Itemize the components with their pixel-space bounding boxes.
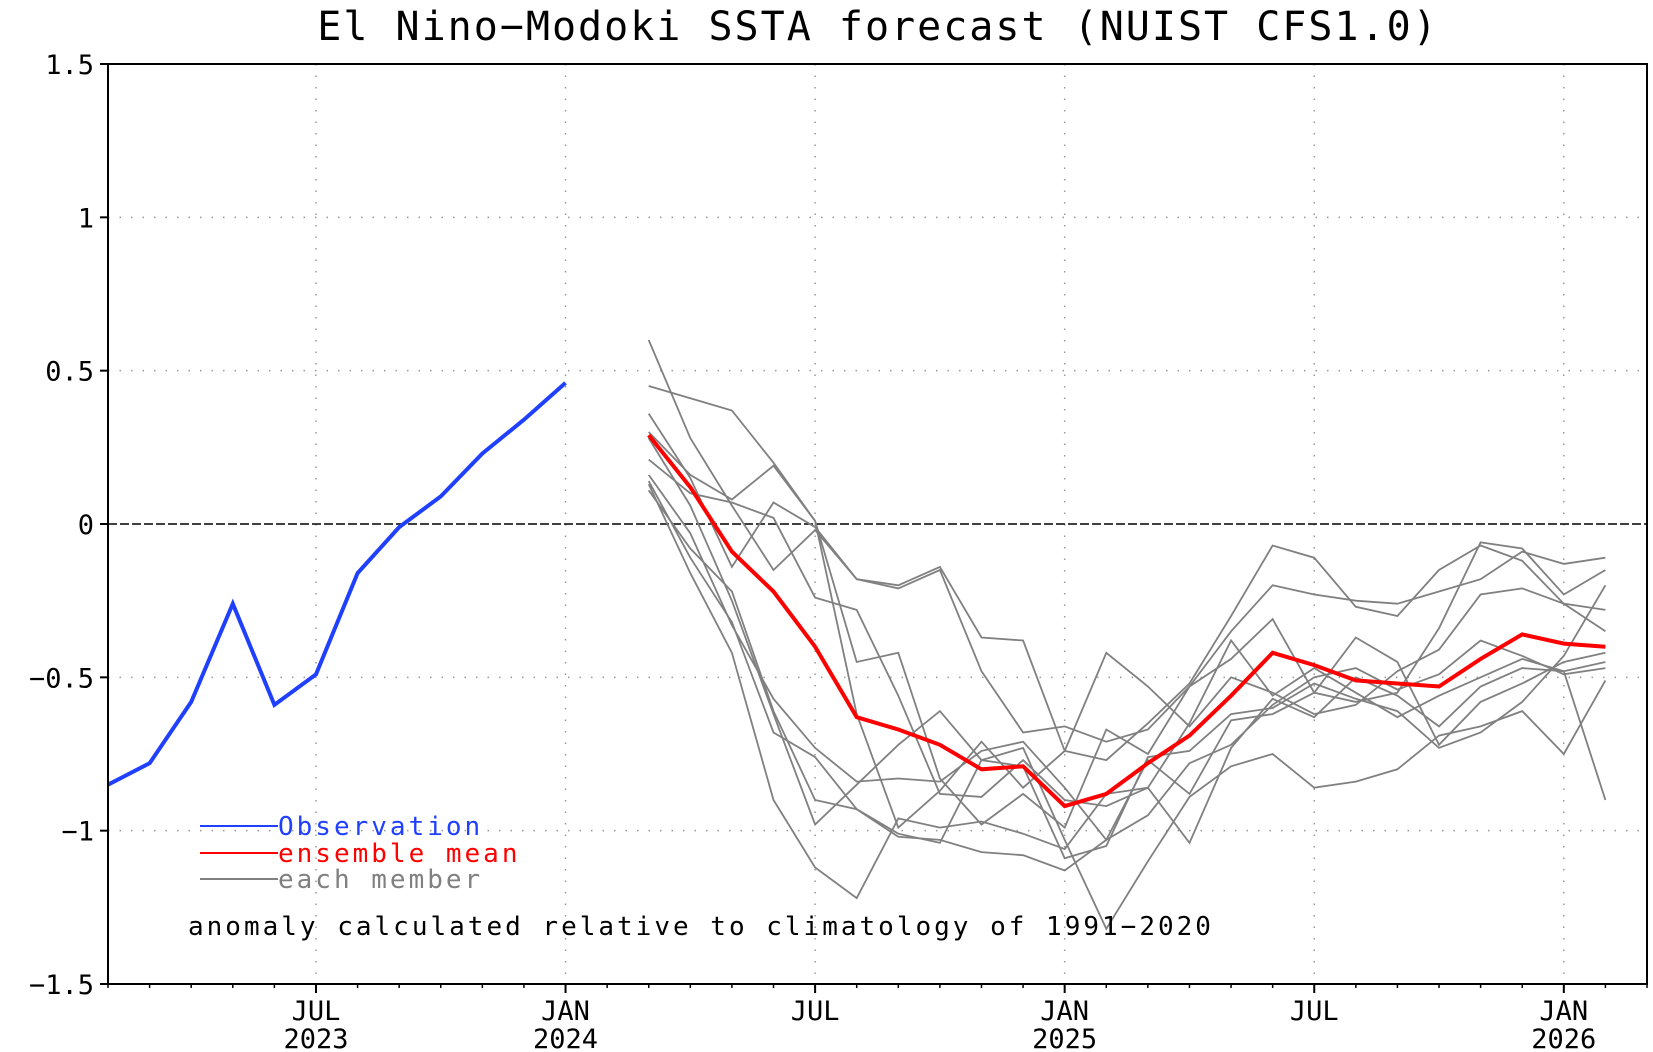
member-lines <box>647 339 1607 931</box>
x-tick-label-month: JUL <box>1290 996 1339 1027</box>
x-tick-label-year: 2026 <box>1531 1024 1596 1052</box>
chart-title: El Nino−Modoki SSTA forecast (NUIST CFS1… <box>317 4 1439 50</box>
y-tick-label: 0 <box>78 510 94 541</box>
legend-observation-label: Observation <box>278 812 483 842</box>
x-tick-label-month: JAN <box>541 996 590 1027</box>
member-line <box>647 339 1606 762</box>
member-line <box>647 474 1606 842</box>
member-line <box>647 413 1606 747</box>
observation-line <box>107 381 567 787</box>
y-tick-label: 0.5 <box>45 357 94 388</box>
y-tick-label: −0.5 <box>29 663 94 694</box>
x-tick-label-year: 2024 <box>533 1024 598 1052</box>
x-tick-label-month: JUL <box>292 996 341 1027</box>
y-tick-label: 1.5 <box>45 50 94 81</box>
x-tick-label-year: 2025 <box>1032 1024 1097 1052</box>
ensemble-mean-line <box>647 433 1606 809</box>
y-tick-label: 1 <box>78 203 94 234</box>
member-line <box>647 480 1607 931</box>
legend: Observation ensemble mean each member <box>200 812 521 895</box>
member-line <box>647 483 1606 900</box>
x-tick-label-year: 2023 <box>283 1024 348 1052</box>
member-line <box>647 489 1606 872</box>
member-line <box>647 437 1607 860</box>
climatology-note: anomaly calculated relative to climatolo… <box>188 912 1214 942</box>
legend-ensemble-mean-label: ensemble mean <box>278 839 521 869</box>
y-tick-label: −1.5 <box>29 970 94 1001</box>
x-tick-label-month: JUL <box>791 996 840 1027</box>
x-tick-label-month: JAN <box>1040 996 1089 1027</box>
legend-each-member-label: each member <box>278 865 483 895</box>
y-axis: 1.5 1 0.5 0 −0.5 −1 −1.5 <box>29 50 108 1001</box>
x-tick-label-month: JAN <box>1539 996 1588 1027</box>
member-line <box>648 431 1606 830</box>
y-tick-label: −1 <box>61 817 94 848</box>
ensemble-mean-line-group <box>647 433 1606 809</box>
member-line <box>648 458 1607 808</box>
observation-line-group <box>107 381 567 787</box>
